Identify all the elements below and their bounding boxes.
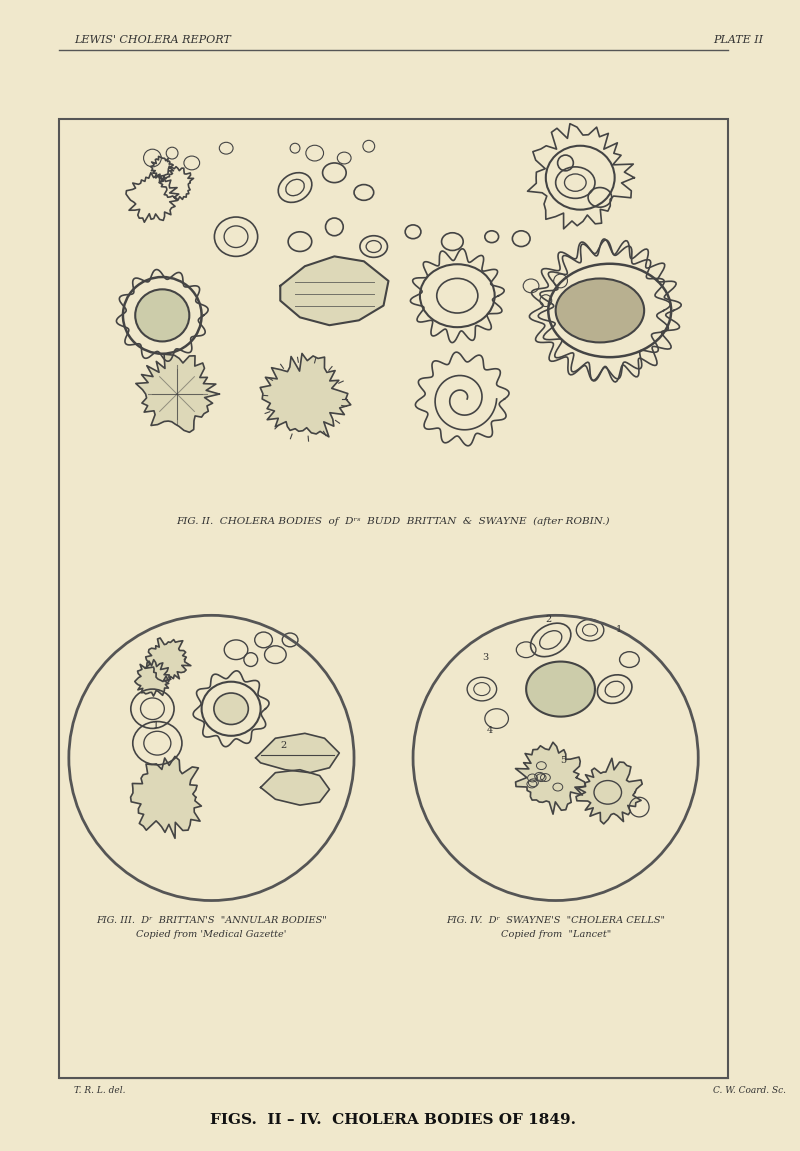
Polygon shape — [130, 756, 202, 838]
Polygon shape — [515, 742, 586, 814]
Text: 1: 1 — [616, 625, 622, 634]
Text: Copied from 'Medical Gazette': Copied from 'Medical Gazette' — [136, 930, 286, 939]
Text: 2: 2 — [546, 616, 552, 624]
Text: C. W. Coard. Sc.: C. W. Coard. Sc. — [713, 1085, 786, 1095]
Text: 2: 2 — [280, 741, 286, 750]
Text: 5: 5 — [561, 756, 566, 765]
Polygon shape — [280, 257, 389, 326]
Polygon shape — [256, 733, 339, 772]
Polygon shape — [145, 638, 191, 681]
Ellipse shape — [135, 289, 190, 342]
Polygon shape — [261, 770, 330, 806]
Polygon shape — [134, 660, 170, 696]
Polygon shape — [260, 353, 350, 437]
Text: FIGS.  II – IV.  CHOLERA BODIES OF 1849.: FIGS. II – IV. CHOLERA BODIES OF 1849. — [210, 1113, 576, 1127]
Ellipse shape — [556, 279, 644, 343]
Polygon shape — [136, 355, 219, 433]
Ellipse shape — [541, 673, 580, 704]
Text: 4: 4 — [487, 726, 493, 735]
Text: FIG. II.  CHOLERA BODIES  of  Dʳˢ  BUDD  BRITTAN  &  SWAYNE  (after ROBIN.): FIG. II. CHOLERA BODIES of Dʳˢ BUDD BRIT… — [177, 517, 610, 526]
Text: PLATE II: PLATE II — [713, 35, 763, 45]
Text: 1: 1 — [153, 722, 158, 731]
Ellipse shape — [214, 693, 248, 724]
Text: T. R. L. del.: T. R. L. del. — [74, 1085, 126, 1095]
Text: Copied from  "Lancet": Copied from "Lancet" — [501, 930, 610, 939]
Text: 3: 3 — [482, 653, 488, 662]
Text: FIG. III.  Dʳ  BRITTAN'S  "ANNULAR BODIES": FIG. III. Dʳ BRITTAN'S "ANNULAR BODIES" — [96, 916, 327, 925]
Text: FIG. IV.  Dʳ  SWAYNE'S  "CHOLERA CELLS": FIG. IV. Dʳ SWAYNE'S "CHOLERA CELLS" — [446, 916, 665, 925]
Polygon shape — [526, 662, 595, 717]
Polygon shape — [576, 759, 642, 824]
Text: LEWIS' CHOLERA REPORT: LEWIS' CHOLERA REPORT — [74, 35, 230, 45]
